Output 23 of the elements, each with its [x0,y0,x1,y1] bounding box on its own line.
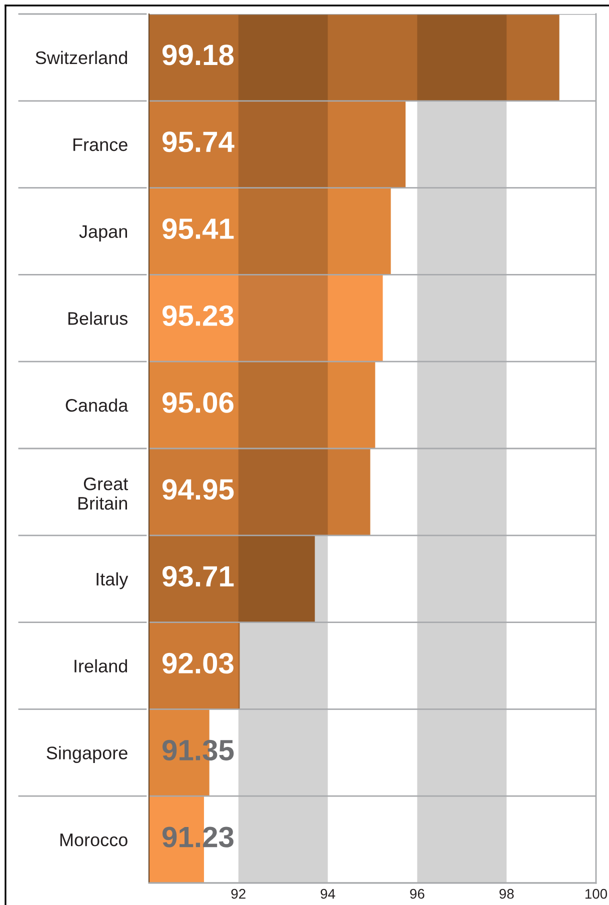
x-tick-label: 98 [500,888,514,899]
data-label: 94.95 [162,479,234,500]
y-tick-label: Ireland [74,659,128,672]
data-label: 95.74 [162,132,234,152]
y-tick-label: Switzerland [36,50,128,64]
x-tick-label: 94 [320,888,336,899]
y-tick-label: Great Britain [78,477,128,510]
data-label: 92.03 [162,652,234,674]
y-tick-label: Singapore [46,746,128,763]
y-tick-label: Morocco [60,834,128,846]
y-tick-label: Japan [79,225,127,242]
y-tick-label: Canada [66,398,128,412]
y-tick-label: Italy [96,572,128,590]
x-tick-label: 92 [231,888,246,899]
data-label: 95.23 [162,305,234,326]
x-tick-label: 96 [410,888,424,899]
data-label: 93.71 [162,566,234,587]
data-label: 95.41 [162,218,234,240]
y-tick-label: France [73,138,128,152]
x-tick-label: 100 [585,888,608,899]
data-label: 95.06 [162,392,234,413]
data-label: 99.18 [162,44,234,66]
y-tick-label: Belarus [68,312,128,325]
